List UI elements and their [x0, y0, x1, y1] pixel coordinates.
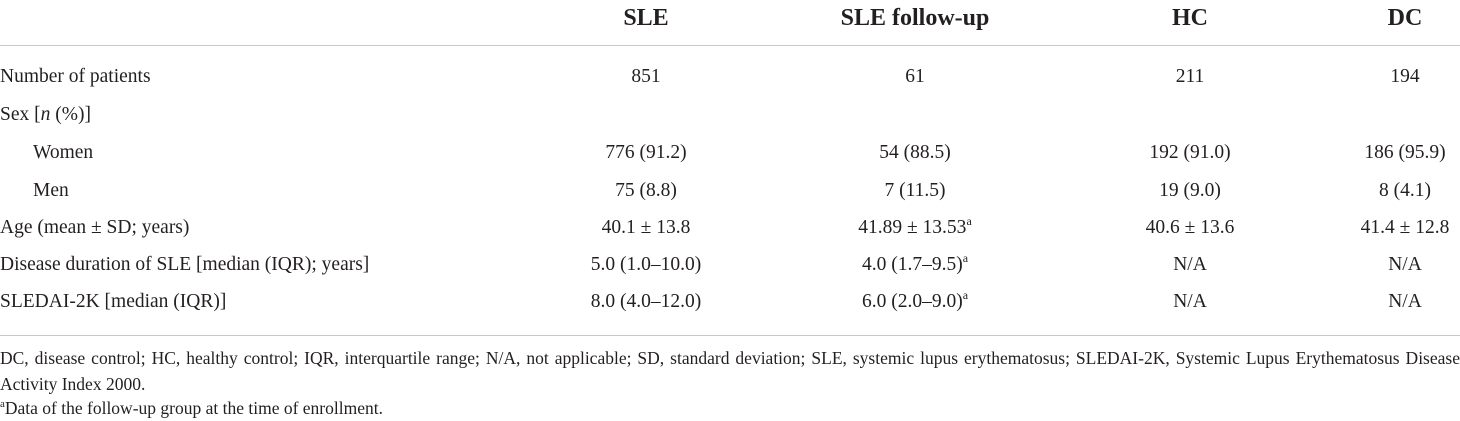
abbreviations-footnote: DC, disease control; HC, healthy control…: [0, 348, 1460, 394]
header-hc: HC: [1172, 5, 1208, 31]
cell-sle-duration: 5.0 (1.0–10.0): [590, 254, 702, 275]
cell-dc-women: 186 (95.9): [1364, 142, 1446, 163]
footnote-marker: a: [0, 398, 5, 410]
cell-hc-women: 192 (91.0): [1149, 142, 1231, 163]
cell-dc-sledai: N/A: [1388, 291, 1422, 312]
cell-hc-duration: N/A: [1173, 254, 1207, 275]
row-label-disease-duration: Disease duration of SLE [median (IQR); y…: [0, 254, 370, 275]
cell-dc-men: 8 (4.1): [1379, 180, 1431, 201]
header-dc: DC: [1387, 5, 1423, 31]
header-sle: SLE: [623, 5, 669, 31]
cell-hc-men: 19 (9.0): [1159, 180, 1221, 201]
cell-dc-age: 41.4 ± 12.8: [1360, 217, 1450, 238]
row-label-women: Women: [33, 142, 94, 163]
cell-hc-age: 40.6 ± 13.6: [1145, 217, 1235, 238]
header-divider: [0, 45, 1460, 46]
row-label-sex: Sex [n (%)]: [0, 104, 91, 125]
footnote-marker: a: [966, 214, 972, 228]
cell-followup-women: 54 (88.5): [879, 142, 951, 163]
cell-followup-age: 41.89 ± 13.53a: [858, 214, 972, 238]
cell-followup-sledai: 6.0 (2.0–9.0)a: [861, 288, 969, 312]
footnote-marker: a: [962, 288, 969, 302]
cell-sle-sledai: 8.0 (4.0–12.0): [590, 291, 702, 312]
cell-followup-duration: 4.0 (1.7–9.5)a: [861, 251, 969, 275]
row-label-men: Men: [33, 180, 69, 201]
table-bottom-divider: [0, 335, 1460, 336]
row-label-number-of-patients: Number of patients: [0, 66, 151, 87]
cell-dc-number: 194: [1390, 66, 1420, 87]
header-sle-follow-up: SLE follow-up: [840, 5, 990, 31]
cell-followup-number: 61: [905, 66, 925, 87]
cell-sle-men: 75 (8.8): [615, 180, 677, 201]
cell-sle-number: 851: [631, 66, 661, 87]
cell-sle-age: 40.1 ± 13.8: [601, 217, 691, 238]
row-label-sledai: SLEDAI-2K [median (IQR)]: [0, 291, 227, 312]
footnote-marker: a: [962, 251, 969, 265]
cell-hc-number: 211: [1175, 66, 1205, 87]
cell-dc-duration: N/A: [1388, 254, 1422, 275]
cell-sle-women: 776 (91.2): [605, 142, 687, 163]
follow-up-footnote: aData of the follow-up group at the time…: [0, 398, 383, 418]
cell-hc-sledai: N/A: [1173, 291, 1207, 312]
row-label-age: Age (mean ± SD; years): [0, 217, 190, 238]
cell-followup-men: 7 (11.5): [884, 180, 946, 201]
